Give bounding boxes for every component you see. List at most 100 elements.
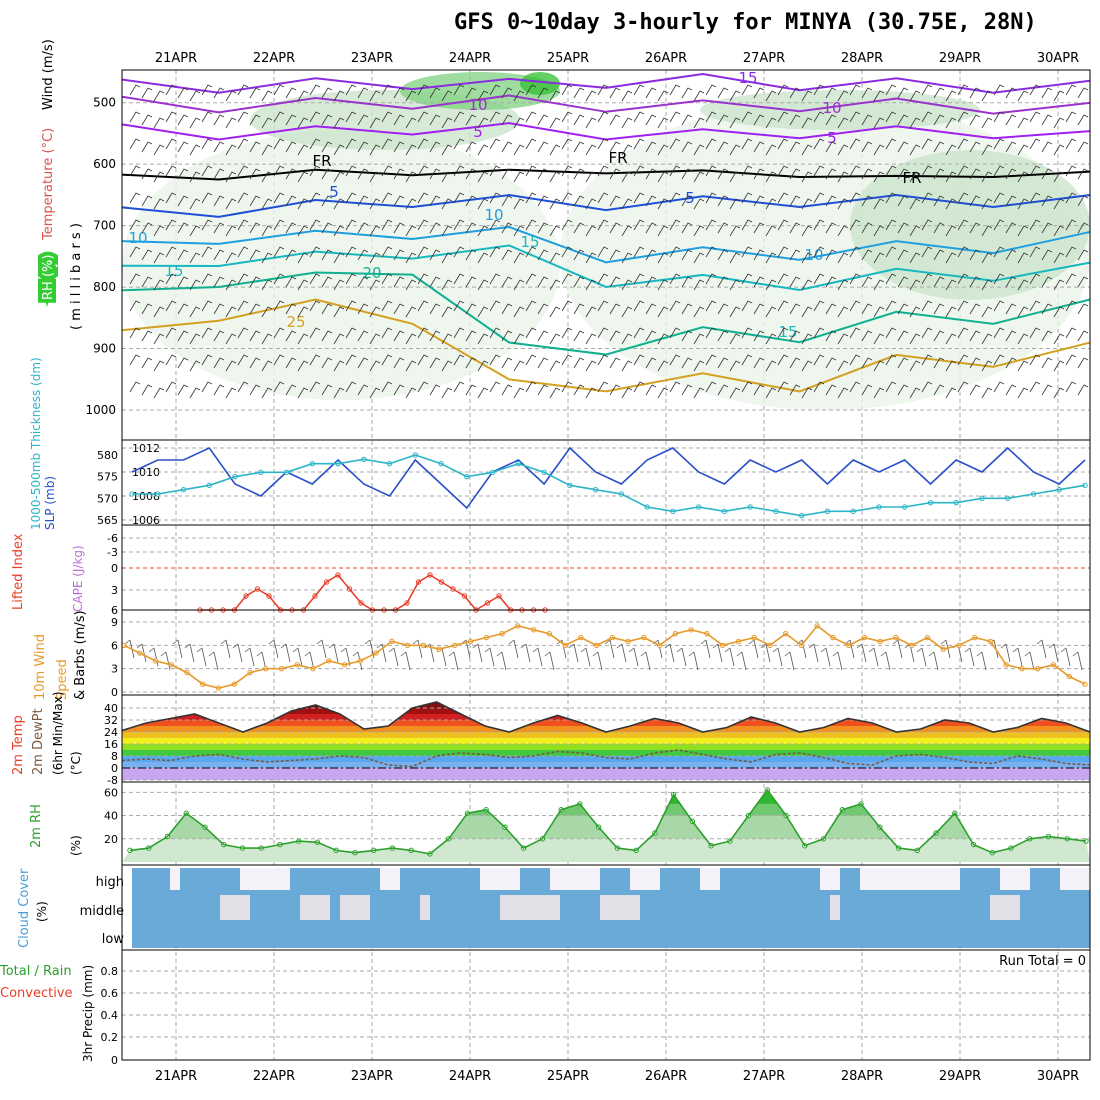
wind-barb bbox=[1005, 330, 1017, 342]
wind-barb bbox=[525, 219, 537, 231]
wind-barb bbox=[141, 141, 153, 153]
wind-barb bbox=[981, 171, 993, 183]
wind-barb bbox=[861, 87, 873, 99]
wind-barb bbox=[465, 87, 477, 99]
wind-barb bbox=[393, 384, 405, 396]
wind-barb bbox=[621, 171, 633, 183]
wind-barb bbox=[321, 384, 333, 396]
wind-barb bbox=[597, 300, 609, 312]
wind-barb bbox=[993, 300, 1005, 312]
surface-wind-barb bbox=[568, 643, 579, 663]
wind-barb bbox=[1041, 276, 1053, 288]
wind-barb bbox=[705, 192, 717, 204]
wind-barb bbox=[1053, 198, 1065, 210]
wind-barb bbox=[129, 165, 141, 177]
wind-barb bbox=[1053, 252, 1065, 264]
wind-barb bbox=[825, 141, 837, 153]
wind-barb bbox=[825, 357, 837, 369]
wind-barb bbox=[921, 84, 933, 96]
wind-barb bbox=[621, 306, 633, 318]
bottom-date-label: 24APR bbox=[449, 1069, 491, 1084]
pressure-tick-label: 700 bbox=[93, 219, 116, 233]
wind-barb bbox=[801, 144, 813, 156]
wind-barb bbox=[177, 222, 189, 234]
wind-barb bbox=[861, 303, 873, 315]
wind-barb bbox=[633, 300, 645, 312]
wind-barb bbox=[873, 387, 885, 399]
wind-barb bbox=[165, 84, 177, 96]
surface-wind-barb bbox=[628, 647, 639, 667]
wind-barb bbox=[597, 381, 609, 393]
wind-barb bbox=[273, 111, 285, 123]
wind-barb bbox=[453, 84, 465, 96]
wind-barb bbox=[417, 354, 429, 366]
wind-barb bbox=[153, 171, 165, 183]
temp-ylabel: 2m Temp 2m DewPt (6hr Min/Max) (°C) bbox=[11, 692, 83, 776]
wind-barb bbox=[465, 249, 477, 261]
wind-barb bbox=[609, 303, 621, 315]
wind-barb bbox=[621, 387, 633, 399]
wind-barb bbox=[501, 114, 513, 126]
precip-tick-label: 0.6 bbox=[101, 987, 119, 1000]
wind-barb bbox=[261, 171, 273, 183]
wind-barb bbox=[825, 384, 837, 396]
wind-barb bbox=[981, 279, 993, 291]
wind-barb bbox=[849, 111, 861, 123]
wind-barb bbox=[1005, 249, 1017, 261]
wind-barb bbox=[237, 300, 249, 312]
wind-barb bbox=[681, 384, 693, 396]
wind-barb bbox=[165, 219, 177, 231]
wind-barb bbox=[1041, 384, 1053, 396]
wind-barb bbox=[693, 171, 705, 183]
wind-barb bbox=[249, 303, 261, 315]
cloud-gap bbox=[170, 868, 180, 890]
surface-wind-barb bbox=[532, 647, 543, 667]
wind-barb bbox=[765, 306, 777, 318]
wind-barb bbox=[417, 273, 429, 285]
wind-barb bbox=[657, 333, 669, 345]
surface-wind-barb bbox=[136, 643, 147, 663]
wind-barb bbox=[573, 195, 585, 207]
wind-barb bbox=[309, 354, 321, 366]
wind-barb bbox=[225, 360, 237, 372]
wind-barb bbox=[513, 252, 525, 264]
wind-barb bbox=[621, 198, 633, 210]
wind-barb bbox=[669, 219, 681, 231]
wind-barb bbox=[1077, 222, 1089, 234]
wind-barb bbox=[453, 165, 465, 177]
wind-barb bbox=[429, 384, 441, 396]
wind-barb bbox=[981, 198, 993, 210]
wind-barb bbox=[1005, 168, 1017, 180]
wind-barb bbox=[513, 117, 525, 129]
surface-wind-barb bbox=[616, 643, 627, 663]
wind-barb bbox=[969, 114, 981, 126]
wind-barb bbox=[513, 306, 525, 318]
wind-barb bbox=[489, 246, 501, 258]
wind-barb bbox=[753, 276, 765, 288]
wind-barb bbox=[261, 387, 273, 399]
wind-barb bbox=[1017, 90, 1029, 102]
wind-barb bbox=[357, 249, 369, 261]
wind-barb bbox=[885, 327, 897, 339]
wind-barb bbox=[1017, 117, 1029, 129]
pressure-axis-label: ( m i l l i b a r s ) bbox=[69, 223, 84, 330]
top-date-label: 26APR bbox=[645, 51, 687, 66]
wind-barb bbox=[225, 144, 237, 156]
wind-barb bbox=[573, 168, 585, 180]
wind-barb bbox=[537, 141, 549, 153]
wind-barb bbox=[777, 84, 789, 96]
bottom-date-label: 23APR bbox=[351, 1069, 393, 1084]
isotherm-label: 5 bbox=[827, 129, 837, 147]
wind-barb bbox=[585, 279, 597, 291]
wind-barb bbox=[393, 114, 405, 126]
wind-barb bbox=[489, 192, 501, 204]
wind-barb bbox=[285, 357, 297, 369]
wind-barb bbox=[369, 198, 381, 210]
temp-tick-label: 40 bbox=[104, 702, 118, 715]
wind-barb bbox=[705, 165, 717, 177]
wind-barb bbox=[585, 198, 597, 210]
wind-barb bbox=[909, 117, 921, 129]
wind-barb bbox=[1017, 387, 1029, 399]
wind-barb bbox=[381, 354, 393, 366]
wind-barb bbox=[561, 192, 573, 204]
